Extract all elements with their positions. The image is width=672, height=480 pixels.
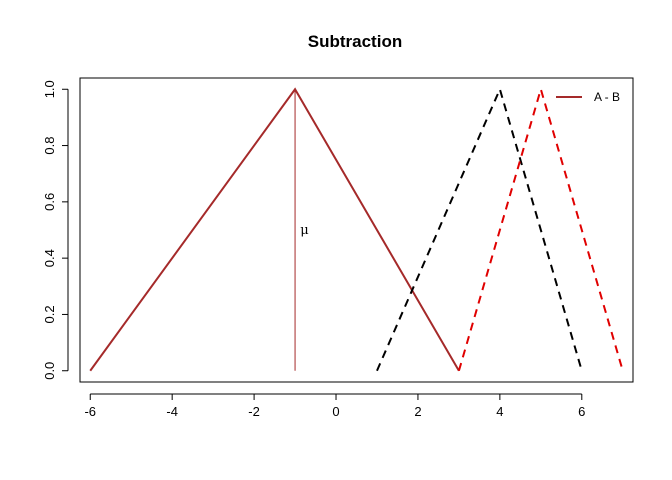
legend: A - B	[556, 90, 620, 104]
x-axis: -6 -4 -2 0 2 4 6	[84, 393, 585, 419]
y-tick-label: 0.0	[42, 362, 57, 380]
series-line-1	[89, 87, 460, 372]
x-tick-label: 4	[496, 404, 503, 419]
legend-label: A - B	[594, 90, 620, 104]
y-axis: 0.0 0.2 0.4 0.6 0.8 1.0	[42, 80, 69, 380]
mu-label: μ	[300, 223, 308, 238]
series-line-2	[376, 86, 583, 372]
chart-title: Subtraction	[308, 32, 402, 51]
x-tick-label: -6	[84, 404, 96, 419]
x-tick-label: 6	[578, 404, 585, 419]
y-tick-label: 1.0	[42, 80, 57, 98]
plot-frame	[79, 77, 634, 383]
y-tick-label: 0.8	[42, 137, 57, 155]
x-tick-label: 0	[332, 404, 339, 419]
x-tick-label: 2	[414, 404, 421, 419]
annotation-layer: μ	[294, 89, 309, 371]
x-tick-label: -2	[248, 404, 260, 419]
y-tick-label: 0.6	[42, 193, 57, 211]
y-tick-label: 0.2	[42, 305, 57, 323]
y-tick-label: 0.4	[42, 249, 57, 267]
series-layer	[89, 85, 624, 372]
x-tick-label: -4	[166, 404, 178, 419]
